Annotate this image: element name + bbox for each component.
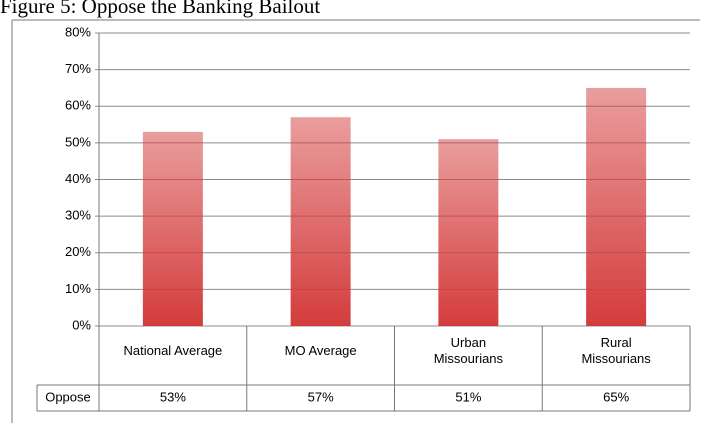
x-tick-cell: National Average (99, 326, 247, 375)
y-tick-label: 40% (65, 171, 91, 186)
bar (142, 131, 203, 326)
x-tick-cell: Rural Missourians (542, 326, 690, 375)
x-tick-label-box: Rural Missourians (542, 326, 690, 375)
y-tick-label: 50% (65, 134, 91, 149)
data-label: 57% (308, 389, 334, 404)
y-tick-label: 20% (65, 244, 91, 259)
data-label: 53% (160, 389, 186, 404)
y-tick-label: 10% (65, 281, 91, 296)
x-tick-label-box: National Average (99, 326, 247, 375)
y-tick-label: 80% (65, 24, 91, 39)
x-tick-cell: MO Average (247, 326, 395, 375)
bar (290, 117, 351, 326)
y-tick-label: 0% (72, 317, 91, 332)
x-tick-label-box: Urban Missourians (395, 326, 543, 375)
bar (586, 87, 647, 326)
x-tick-label: Rural Missourians (581, 334, 651, 366)
y-tick-label: 60% (65, 98, 91, 113)
x-tick-label: MO Average (284, 342, 357, 358)
y-tick-label: 30% (65, 208, 91, 223)
x-tick-label: National Average (123, 342, 223, 358)
bar (438, 139, 499, 326)
chart-title: Figure 5: Oppose the Banking Bailout (0, 0, 320, 18)
data-label: 51% (455, 389, 481, 404)
x-tick-label-box: MO Average (247, 326, 395, 375)
data-label: 65% (603, 389, 629, 404)
legend-entry: Oppose (45, 389, 91, 404)
y-tick-label: 70% (65, 61, 91, 76)
x-tick-cell: Urban Missourians (395, 326, 543, 375)
x-tick-label: Urban Missourians (433, 334, 504, 366)
